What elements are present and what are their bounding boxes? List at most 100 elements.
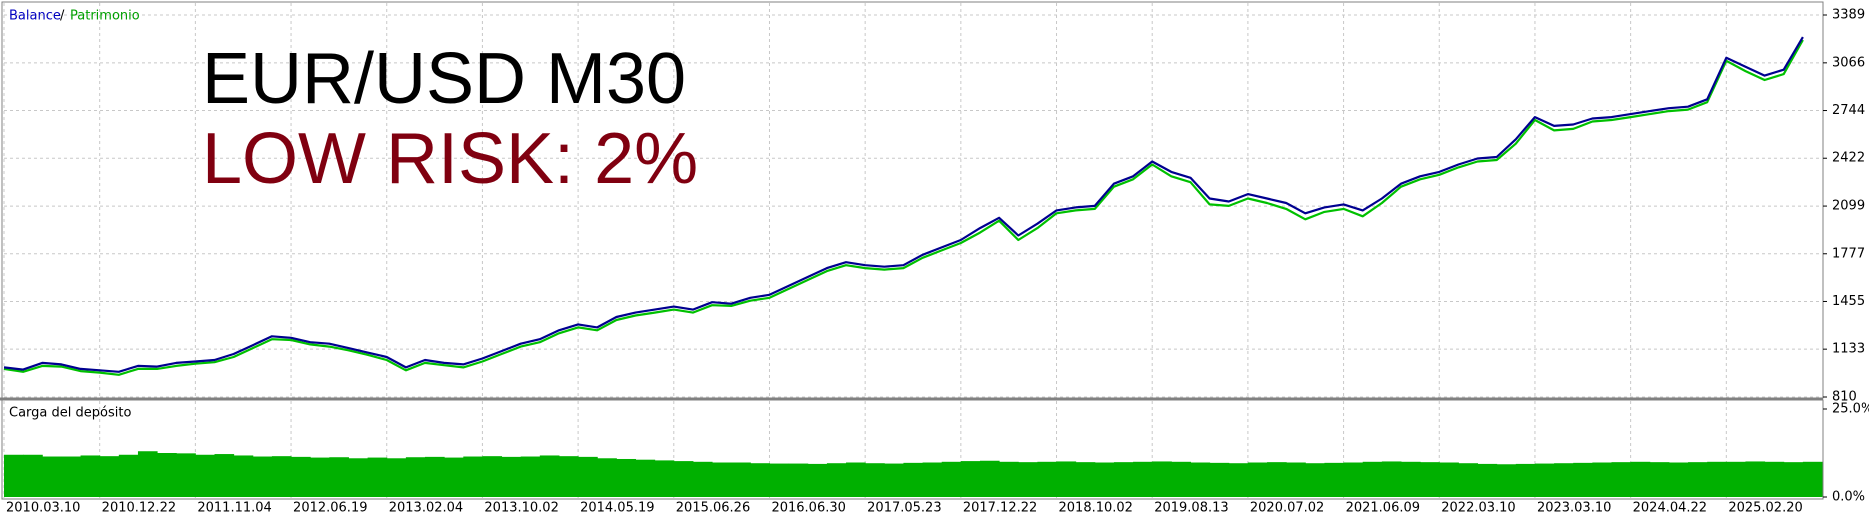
load-bar — [501, 456, 522, 497]
load-bar — [1534, 463, 1555, 497]
chart-title: EUR/USD M30 — [202, 39, 686, 119]
load-bar — [463, 456, 483, 497]
load-bar — [1726, 461, 1746, 497]
load-bar — [329, 457, 349, 497]
load-bar — [118, 454, 139, 497]
load-bar — [444, 457, 464, 497]
load-bar — [1573, 462, 1593, 497]
load-bar — [520, 456, 541, 497]
x-tick-label: 2017.05.23 — [867, 501, 941, 516]
load-bar — [1133, 461, 1153, 497]
load-bar — [1592, 462, 1612, 497]
load-bar — [960, 461, 981, 497]
x-tick-label: 2025.02.20 — [1728, 501, 1802, 516]
series-line — [3, 39, 1804, 376]
load-bar — [1381, 461, 1402, 497]
load-bar — [884, 463, 904, 497]
x-tick-label: 2023.03.10 — [1537, 501, 1611, 516]
load-bar — [1018, 462, 1038, 497]
series-line — [3, 36, 1804, 373]
load-bar — [348, 458, 369, 497]
load-bar — [157, 453, 177, 497]
y-tick-label: 3066 — [1832, 55, 1865, 70]
load-bar — [1305, 463, 1325, 497]
legend-equity: Patrimonio — [70, 9, 140, 24]
x-tick-label: 2014.05.19 — [580, 501, 654, 516]
load-bar — [233, 455, 254, 497]
y-tick-label: 1133 — [1832, 342, 1865, 357]
legend-separator: / — [60, 9, 65, 24]
load-bar — [692, 461, 713, 497]
load-bar — [214, 454, 235, 497]
y-tick-label: 3389 — [1832, 8, 1865, 23]
load-bar — [865, 463, 885, 497]
load-bar — [23, 454, 43, 497]
y-tick-label: 1777 — [1832, 246, 1865, 261]
load-bar — [1439, 462, 1459, 497]
y-tick-label: 810 — [1832, 390, 1857, 405]
load-bar — [1668, 462, 1689, 497]
load-bar — [1037, 461, 1058, 497]
load-bar — [1554, 463, 1574, 497]
load-bar — [1649, 462, 1670, 497]
load-bar — [1764, 461, 1785, 497]
load-bar — [252, 456, 273, 497]
load-bar — [1630, 461, 1651, 497]
load-bar — [176, 453, 196, 497]
y-tick-label: 2422 — [1832, 151, 1865, 166]
load-bar — [807, 463, 828, 497]
load-bar — [750, 463, 770, 497]
load-bar — [1362, 461, 1383, 497]
load-bar — [1802, 461, 1823, 497]
load-bar — [941, 461, 962, 497]
load-bar — [80, 455, 101, 497]
load-bar — [979, 460, 1000, 497]
load-bar — [769, 463, 790, 497]
load-bar — [1783, 462, 1804, 497]
y-tick-label: 1455 — [1832, 294, 1865, 309]
load-bar — [788, 463, 809, 497]
load-bar — [1324, 462, 1345, 497]
x-tick-label: 2012.06.19 — [293, 501, 367, 516]
x-tick-label: 2021.06.09 — [1346, 501, 1420, 516]
x-tick-label: 2018.10.02 — [1059, 501, 1133, 516]
x-tick-label: 2020.07.02 — [1250, 501, 1324, 516]
load-bar — [903, 462, 924, 497]
load-bar — [1400, 461, 1421, 497]
load-bar — [61, 456, 82, 497]
x-tick-label: 2019.08.13 — [1154, 501, 1228, 516]
load-bar — [1420, 462, 1440, 497]
x-tick-label: 2015.06.26 — [676, 501, 750, 516]
y-tick-label: 0.0% — [1832, 490, 1865, 505]
load-bar — [425, 456, 445, 497]
panel-title: Carga del depósito — [9, 406, 131, 421]
load-bar — [731, 462, 751, 497]
load-bar — [578, 456, 598, 497]
load-bar — [1745, 461, 1766, 497]
load-bar — [1190, 462, 1211, 497]
load-bar — [386, 458, 407, 497]
load-bar — [4, 454, 24, 497]
x-tick-label: 2017.12.22 — [963, 501, 1037, 516]
load-bar — [635, 459, 656, 497]
load-bar — [42, 456, 62, 497]
y-tick-label: 2099 — [1832, 199, 1865, 214]
load-bar — [291, 456, 311, 497]
load-bar — [539, 455, 560, 497]
x-tick-label: 2013.02.04 — [389, 501, 463, 516]
load-bar — [1688, 462, 1708, 497]
load-bar — [1152, 461, 1172, 497]
load-bar — [712, 462, 732, 497]
x-tick-label: 2024.04.22 — [1633, 501, 1707, 516]
load-bar — [922, 462, 943, 497]
load-bar — [1611, 462, 1632, 497]
load-bar — [1515, 463, 1536, 497]
load-bar — [1247, 462, 1268, 497]
load-bar — [1075, 462, 1096, 497]
load-bar — [1343, 462, 1364, 497]
load-bar — [99, 456, 120, 497]
load-bar — [1286, 462, 1306, 497]
load-bar — [310, 457, 330, 497]
load-bar — [405, 457, 426, 497]
